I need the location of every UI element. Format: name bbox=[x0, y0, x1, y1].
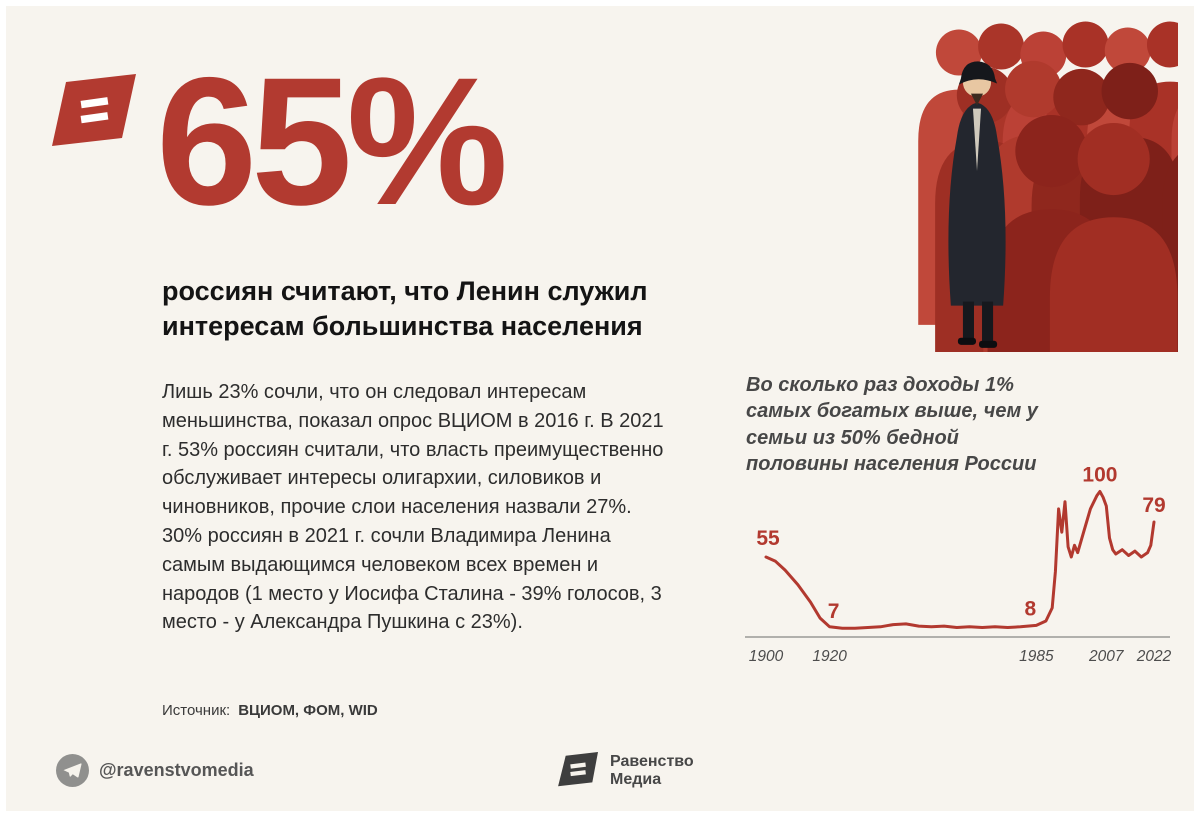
ravenstvo-footer-logo-icon bbox=[558, 752, 598, 787]
brand-name-line1: Равенство bbox=[610, 752, 694, 770]
point-value-label: 8 bbox=[1024, 597, 1036, 620]
chart-title: Во сколько раз доходы 1% самых богатых в… bbox=[746, 374, 1038, 476]
income-ratio-chart: 1900 1920 1985 2007 2022 55 7 8 100 79 bbox=[745, 463, 1172, 665]
equals-icon bbox=[570, 762, 586, 777]
income-ratio-chart-wrap: 1900 1920 1985 2007 2022 55 7 8 100 79 bbox=[742, 450, 1174, 677]
x-tick-label: 1920 bbox=[812, 648, 847, 665]
point-value-label: 55 bbox=[756, 527, 780, 550]
lenin-figure bbox=[948, 61, 1006, 348]
headline: россиян считают, что Ленин служил интере… bbox=[162, 276, 648, 341]
telegram-handle: @ravenstvomedia bbox=[99, 760, 254, 780]
telegram-icon bbox=[56, 754, 89, 787]
source-value: ВЦИОМ, ФОМ, WID bbox=[238, 702, 378, 719]
lenin-crowd-illustration bbox=[918, 21, 1178, 352]
body-paragraph: Лишь 23% сочли, что он следовал интереса… bbox=[162, 381, 664, 634]
point-value-label: 100 bbox=[1082, 463, 1117, 486]
x-tick-label: 2007 bbox=[1088, 648, 1125, 665]
equals-icon bbox=[80, 97, 109, 124]
source-line: Источник: ВЦИОМ, ФОМ, WID bbox=[162, 702, 378, 719]
ravenstvo-logo-icon bbox=[52, 74, 136, 146]
x-tick-label: 1985 bbox=[1019, 648, 1054, 665]
brand-name-line2: Медиа bbox=[610, 771, 662, 788]
point-value-label: 7 bbox=[828, 600, 840, 623]
big-statistic: 65% bbox=[156, 39, 508, 243]
x-tick-label: 2022 bbox=[1136, 648, 1172, 665]
x-tick-label: 1900 bbox=[749, 648, 784, 665]
brand-footer: Равенство Медиа bbox=[558, 752, 694, 790]
income-ratio-line bbox=[764, 490, 1156, 630]
source-label: Источник: bbox=[162, 702, 231, 719]
point-value-label: 79 bbox=[1142, 494, 1165, 517]
telegram-link[interactable]: @ravenstvomedia bbox=[56, 754, 254, 787]
